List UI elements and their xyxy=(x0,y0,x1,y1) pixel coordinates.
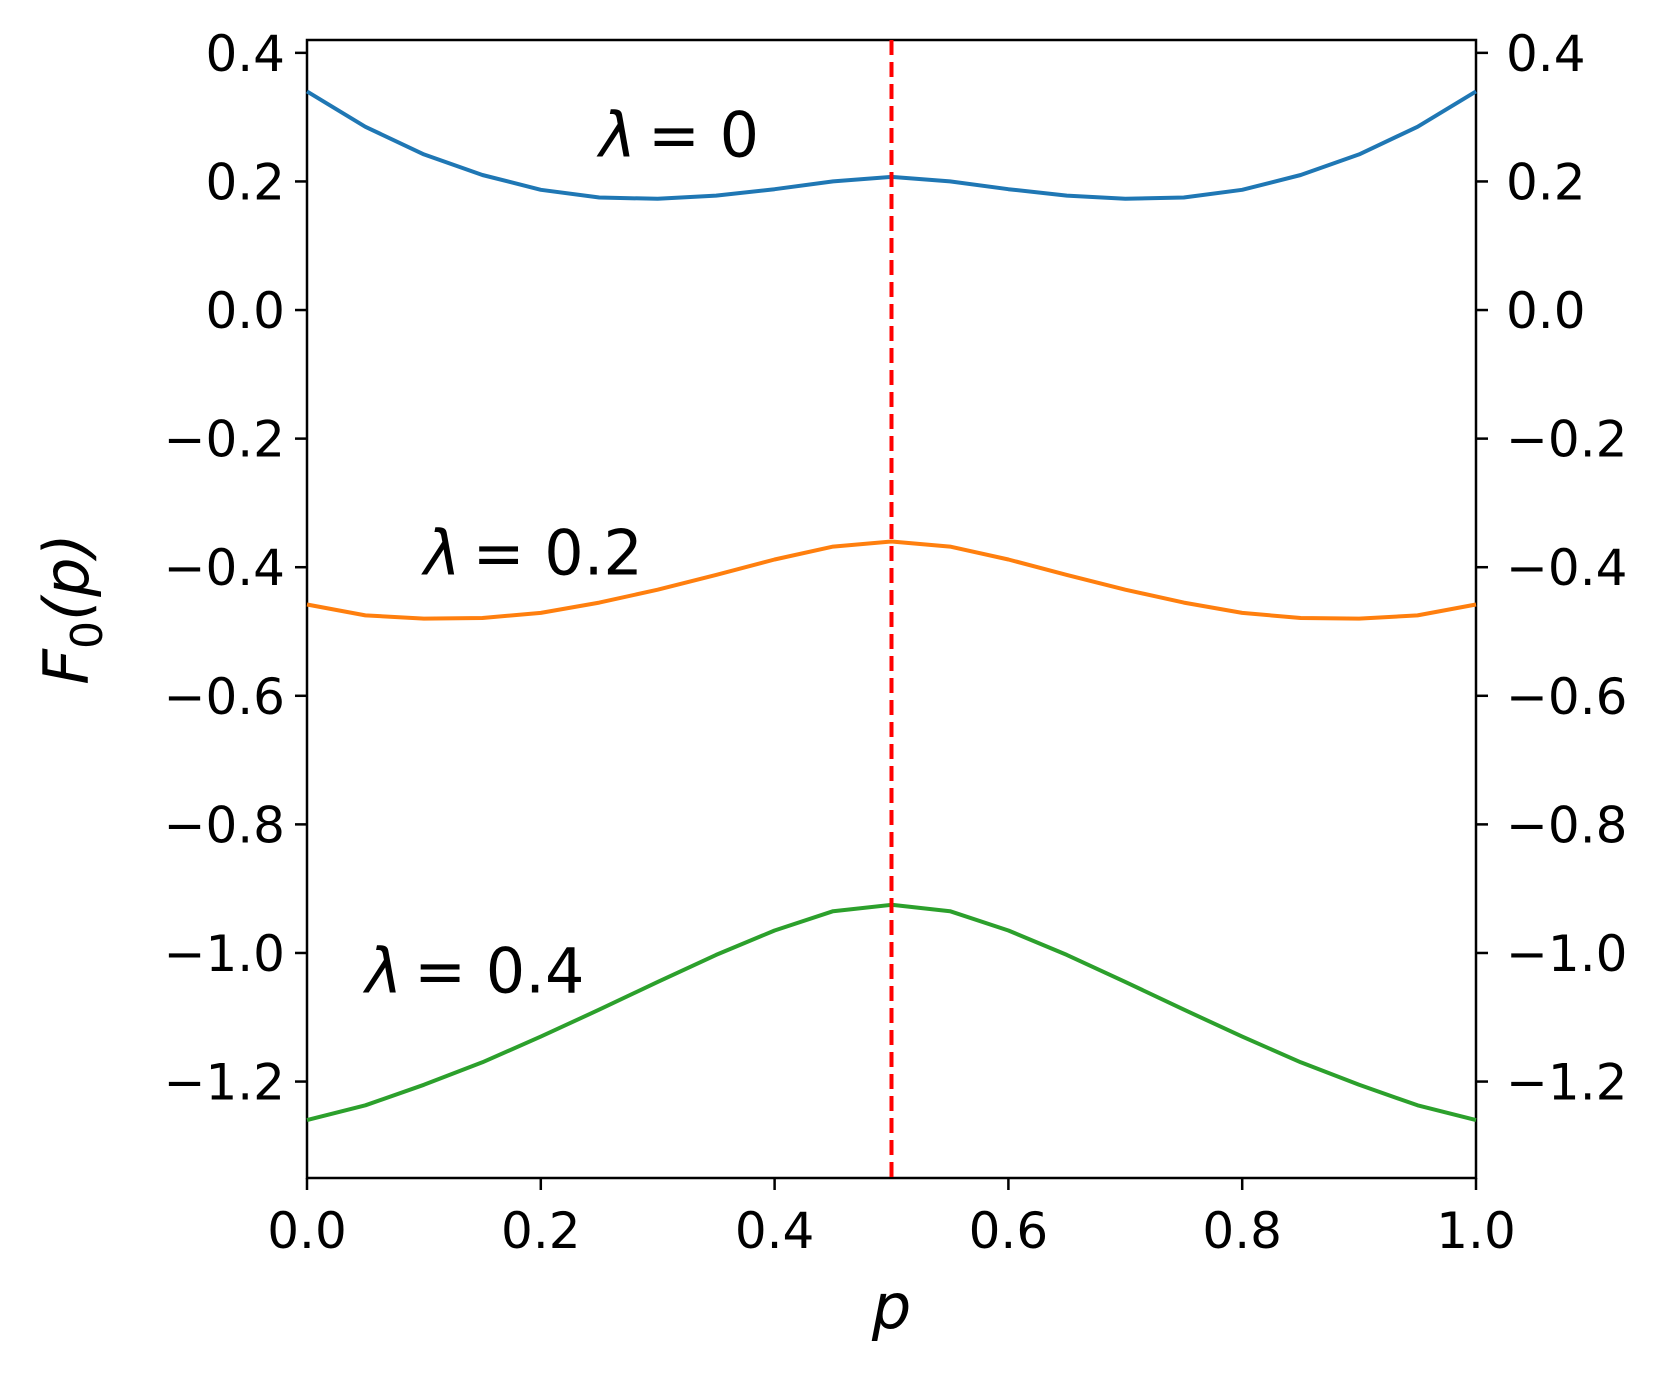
x-tick-label: 1.0 xyxy=(1436,1202,1516,1260)
y-tick-label-left: −1.0 xyxy=(164,925,285,983)
y-tick-label-left: −1.2 xyxy=(164,1054,285,1112)
annotation-0: λ = 0 xyxy=(596,98,759,171)
y-axis-right: 0.4 0.2 0.0 −0.2 −0.4 −0.6 −0.8 −1.0 −1.2 xyxy=(1476,25,1627,1112)
plot-area xyxy=(305,38,1478,1180)
x-tick-label: 0.2 xyxy=(501,1202,581,1260)
annotation-symbol: λ xyxy=(596,98,636,171)
y-tick-label-left: −0.2 xyxy=(164,411,285,469)
annotation-value: = 0 xyxy=(648,98,759,171)
y-tick-label-right: −0.6 xyxy=(1506,668,1627,726)
annotation-symbol: λ xyxy=(362,934,402,1007)
y-tick-label-left: 0.0 xyxy=(205,282,285,340)
x-tick-label: 0.6 xyxy=(969,1202,1049,1260)
y-axis-label-suffix: (p) xyxy=(30,533,103,621)
y-tick-label-right: −1.2 xyxy=(1506,1054,1627,1112)
y-tick-label-left: 0.2 xyxy=(205,153,285,211)
x-tick-label: 0.4 xyxy=(735,1202,815,1260)
annotation-2: λ = 0.4 xyxy=(362,934,584,1007)
y-tick-label-left: 0.4 xyxy=(205,25,285,83)
annotation-symbol: λ xyxy=(421,516,461,589)
x-tick-label: 0.0 xyxy=(267,1202,347,1260)
x-tick-label: 0.8 xyxy=(1202,1202,1282,1260)
annotation-value: = 0.2 xyxy=(473,516,643,589)
y-axis-label-base: F xyxy=(30,648,103,685)
series-line-1 xyxy=(306,539,1477,621)
annotation-value: = 0.4 xyxy=(414,934,584,1007)
x-axis-label: p xyxy=(871,1270,911,1343)
y-tick-label-right: −1.0 xyxy=(1506,925,1627,983)
y-tick-label-right: 0.0 xyxy=(1506,282,1586,340)
y-axis-label-sub: 0 xyxy=(62,621,113,649)
y-tick-label-right: 0.4 xyxy=(1506,25,1586,83)
y-tick-label-right: −0.8 xyxy=(1506,796,1627,854)
y-tick-label-left: −0.6 xyxy=(164,668,285,726)
y-tick-label-right: −0.4 xyxy=(1506,539,1627,597)
y-tick-label-right: 0.2 xyxy=(1506,153,1586,211)
y-tick-label-left: −0.8 xyxy=(164,796,285,854)
y-axis-label: F0(p) xyxy=(30,533,113,684)
annotation-layer: λ = 0λ = 0.2λ = 0.4 xyxy=(362,98,759,1007)
y-tick-label-right: −0.2 xyxy=(1506,411,1627,469)
x-axis: 0.0 0.2 0.4 0.6 0.8 1.0 xyxy=(267,1178,1516,1260)
y-tick-label-left: −0.4 xyxy=(164,539,285,597)
y-axis-left: 0.4 0.2 0.0 −0.2 −0.4 −0.6 −0.8 −1.0 −1.2 xyxy=(164,25,307,1112)
annotation-1: λ = 0.2 xyxy=(421,516,643,589)
